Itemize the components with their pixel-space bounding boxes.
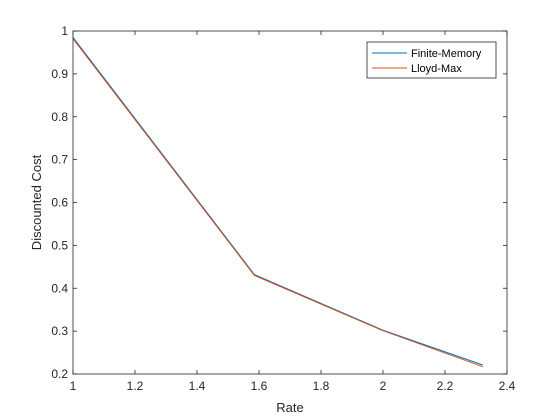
x-tick-label: 2.2 xyxy=(437,379,454,393)
plot-background xyxy=(73,31,507,374)
series-line-finite-memory xyxy=(72,37,483,366)
x-tick-label: 2 xyxy=(380,379,387,393)
y-tick-label: 0.8 xyxy=(51,110,68,124)
y-tick-label: 0.5 xyxy=(51,238,68,252)
y-tick-label: 0.6 xyxy=(51,196,68,210)
y-tick-label: 0.4 xyxy=(51,281,68,295)
x-tick-label: 2.4 xyxy=(499,379,516,393)
series-layer xyxy=(72,37,483,368)
legend-box xyxy=(366,41,497,79)
x-tick-label: 1.4 xyxy=(189,379,206,393)
y-tick-label: 1 xyxy=(61,24,68,38)
y-tick-label: 0.2 xyxy=(51,367,68,381)
y-tick-label: 0.9 xyxy=(51,67,68,81)
legend: Finite-Memory Lloyd-Max xyxy=(366,41,497,79)
plot-area xyxy=(73,31,507,374)
x-tick-label: 1 xyxy=(70,379,77,393)
x-tick-label: 1.6 xyxy=(251,379,268,393)
x-axis-label: Rate xyxy=(276,400,303,415)
series-line-lloyd-max xyxy=(72,38,483,368)
x-tick-label: 1.8 xyxy=(313,379,330,393)
axes-layer: 1 1.2 1.4 1.6 1.8 2 2.2 2.4 0.2 0.3 0.4 0.5 0.6 0.7 0.… xyxy=(29,24,516,415)
legend-label: Lloyd-Max xyxy=(411,63,462,75)
y-tick-label: 0.7 xyxy=(51,153,68,167)
x-tick-label: 1.2 xyxy=(127,379,144,393)
y-tick-label: 0.3 xyxy=(51,324,68,338)
legend-label: Finite-Memory xyxy=(411,48,482,60)
y-axis-label: Discounted Cost xyxy=(29,154,44,250)
